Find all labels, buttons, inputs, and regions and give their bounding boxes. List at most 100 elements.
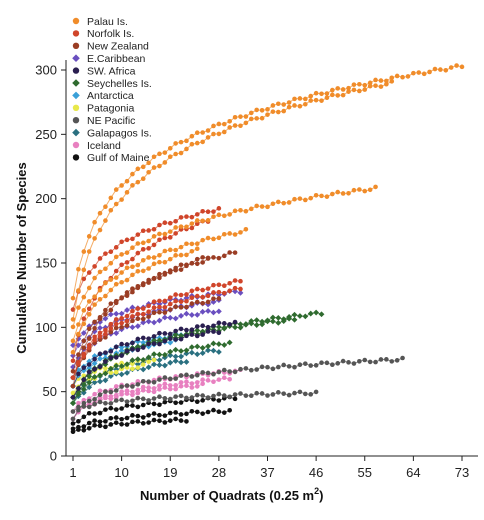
- data-point: [194, 261, 200, 267]
- data-point: [167, 247, 173, 253]
- data-point: [189, 221, 195, 226]
- data-point: [183, 295, 190, 301]
- data-point: [297, 362, 303, 368]
- data-point: [259, 391, 265, 396]
- data-point: [135, 262, 141, 268]
- data-point: [173, 265, 178, 271]
- x-tick-label: 64: [406, 465, 420, 480]
- data-point: [167, 269, 173, 275]
- data-point: [103, 407, 108, 412]
- data-point: [70, 358, 76, 364]
- data-point: [335, 93, 341, 98]
- data-point: [157, 231, 162, 237]
- data-point: [297, 196, 303, 201]
- data-point: [259, 115, 265, 121]
- legend-marker-patagonia: [72, 104, 80, 112]
- data-point: [113, 268, 119, 274]
- data-point: [178, 262, 184, 268]
- data-point: [411, 70, 416, 76]
- data-point: [340, 92, 346, 98]
- data-point: [416, 70, 422, 75]
- data-point: [124, 361, 130, 368]
- data-point: [238, 123, 243, 129]
- data-point: [103, 331, 108, 337]
- data-point: [70, 395, 76, 400]
- data-point: [130, 384, 135, 389]
- data-point: [119, 416, 124, 422]
- data-point: [103, 218, 108, 223]
- data-point: [156, 357, 163, 364]
- data-point: [70, 352, 76, 359]
- y-axis-title: Cumulative Number of Species: [14, 162, 29, 353]
- data-point: [200, 139, 205, 145]
- data-point: [162, 413, 168, 418]
- data-point: [205, 370, 211, 376]
- data-point: [167, 396, 173, 402]
- data-point: [97, 287, 103, 293]
- data-point: [92, 391, 97, 397]
- data-point: [232, 278, 238, 283]
- data-point: [184, 262, 189, 268]
- data-point: [205, 409, 211, 415]
- data-point: [151, 310, 157, 316]
- data-point: [357, 88, 362, 94]
- data-point: [129, 324, 136, 331]
- data-point: [178, 353, 184, 360]
- data-point: [319, 360, 324, 366]
- data-point: [124, 237, 130, 243]
- data-point: [335, 361, 341, 366]
- data-point: [205, 209, 211, 215]
- data-point: [130, 256, 135, 262]
- data-point: [330, 191, 335, 197]
- data-point: [76, 407, 81, 413]
- data-point: [92, 411, 97, 416]
- data-point: [119, 384, 124, 389]
- data-point: [194, 399, 200, 405]
- data-point: [205, 218, 211, 223]
- data-point: [76, 404, 81, 410]
- data-point: [188, 312, 195, 318]
- data-point: [92, 302, 97, 307]
- data-point: [184, 333, 189, 339]
- data-point: [81, 404, 87, 409]
- data-point: [151, 305, 157, 310]
- data-point: [178, 224, 184, 229]
- data-point: [130, 366, 135, 372]
- data-point: [297, 313, 303, 319]
- data-point: [70, 364, 76, 370]
- data-point: [157, 151, 162, 157]
- data-point: [221, 213, 227, 219]
- data-point: [97, 227, 103, 233]
- data-point: [81, 267, 87, 273]
- data-point: [232, 232, 238, 237]
- data-point: [130, 413, 135, 418]
- data-point: [162, 150, 168, 155]
- data-point: [118, 347, 125, 354]
- data-point: [248, 367, 254, 373]
- data-point: [124, 365, 130, 370]
- data-point: [70, 429, 76, 435]
- data-point: [178, 383, 184, 389]
- data-point: [211, 329, 216, 334]
- data-point: [167, 235, 173, 240]
- data-point: [432, 66, 438, 72]
- data-point: [194, 333, 200, 339]
- data-point: [238, 391, 243, 396]
- data-point: [103, 366, 108, 371]
- data-point: [184, 292, 189, 297]
- data-point: [140, 384, 146, 390]
- data-point: [140, 164, 146, 170]
- data-point: [130, 398, 135, 404]
- data-point: [178, 150, 184, 156]
- data-point: [221, 129, 227, 135]
- data-point: [81, 294, 87, 300]
- data-point: [91, 373, 98, 380]
- data-point: [124, 369, 130, 376]
- data-point: [178, 305, 184, 310]
- data-point: [157, 394, 162, 399]
- data-point: [173, 383, 178, 388]
- data-point: [313, 309, 320, 316]
- data-point: [86, 410, 92, 416]
- data-point: [140, 378, 146, 384]
- data-point: [270, 366, 276, 372]
